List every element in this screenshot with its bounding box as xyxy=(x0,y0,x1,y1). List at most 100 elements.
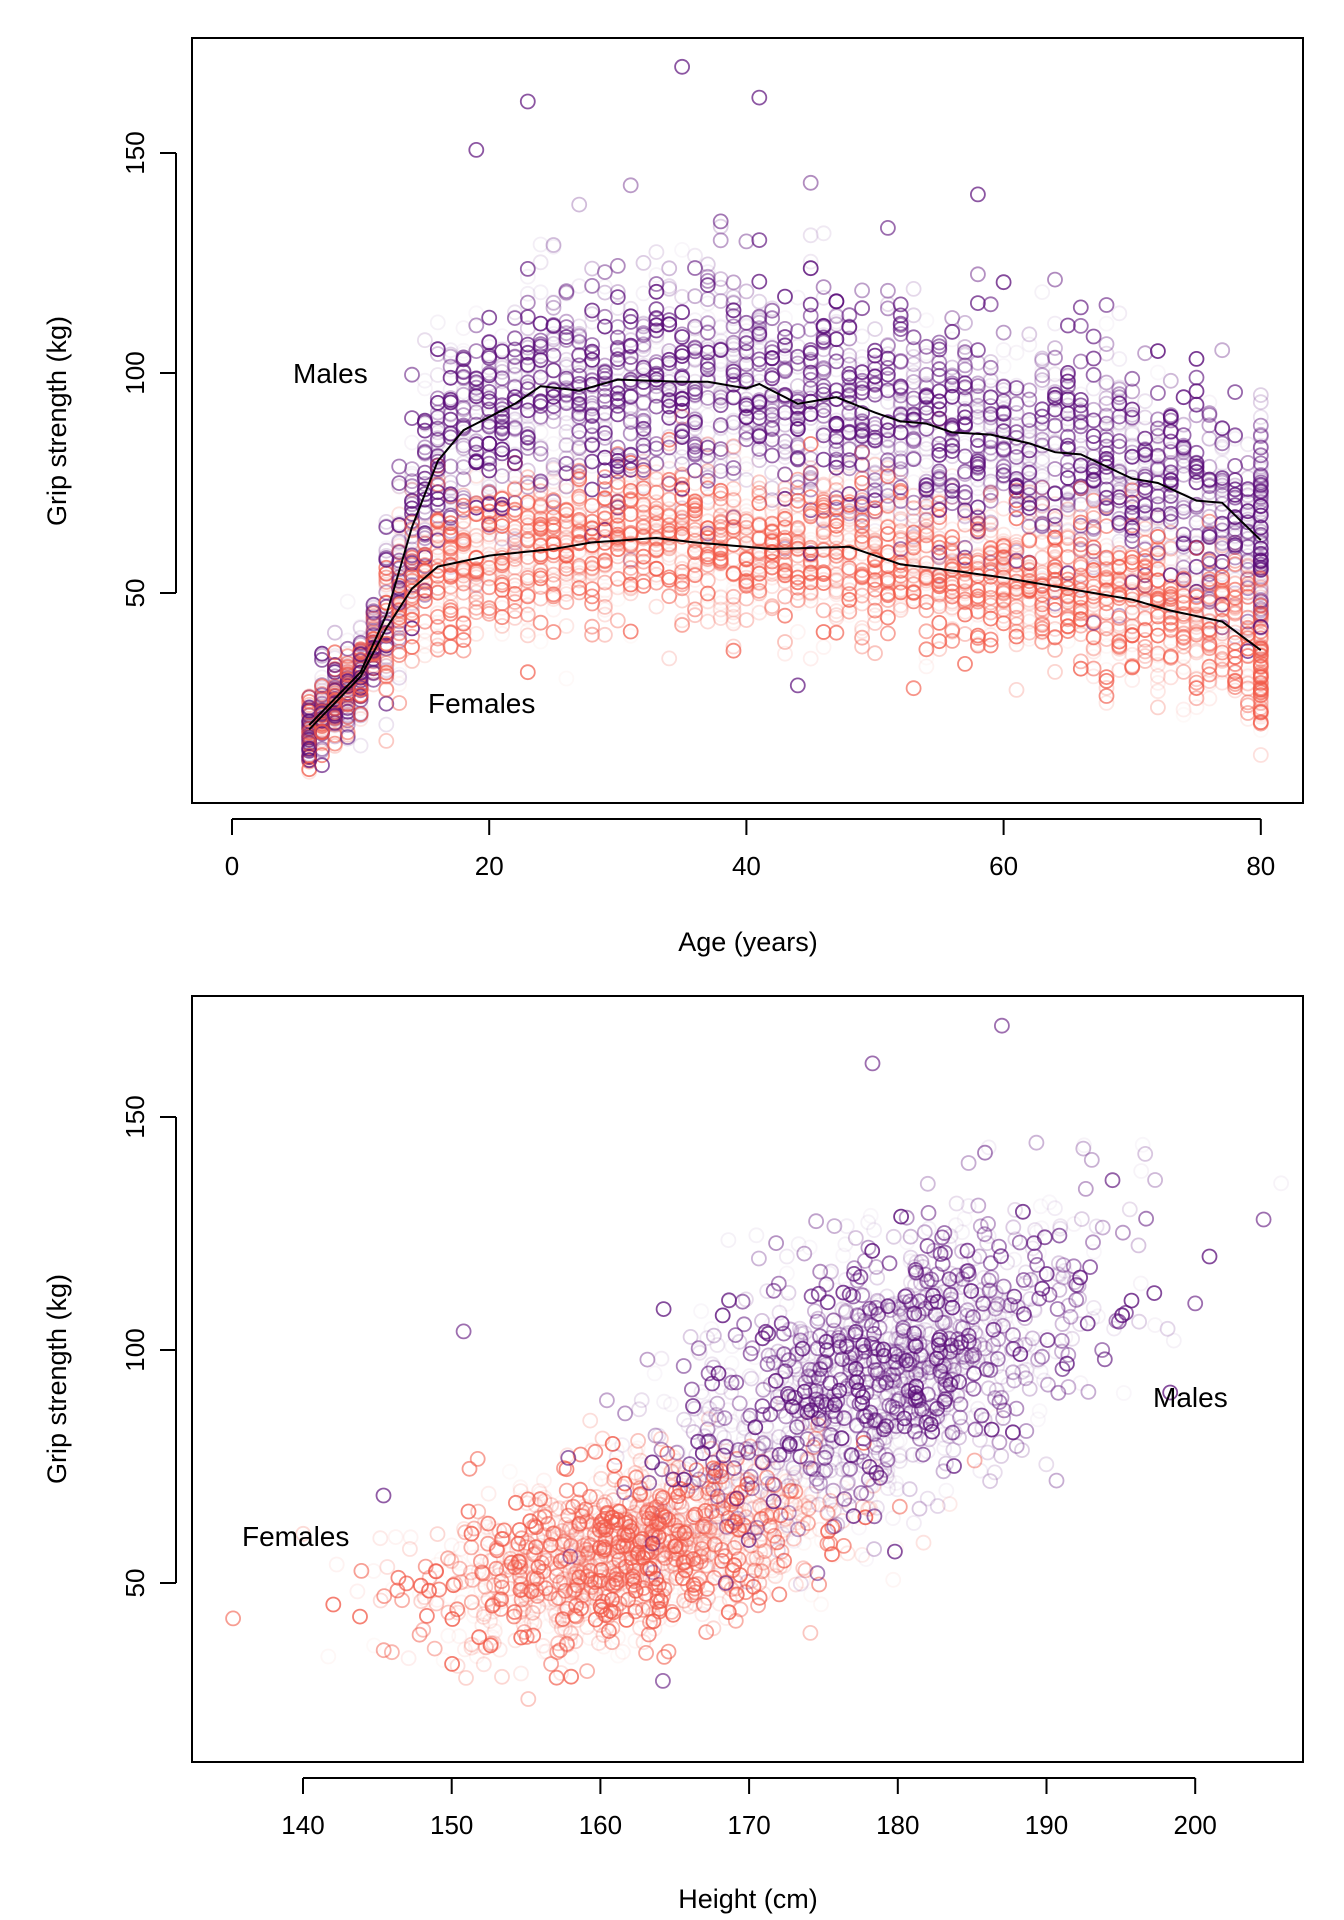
male-point xyxy=(815,451,832,468)
male-point xyxy=(532,332,549,349)
male-point xyxy=(558,329,575,345)
male-point xyxy=(905,280,922,297)
female-point xyxy=(455,614,472,631)
male-point xyxy=(429,463,446,480)
female-point xyxy=(468,537,485,554)
male-point xyxy=(429,453,446,470)
male-point xyxy=(1060,454,1076,471)
male-point xyxy=(635,285,652,302)
male-point xyxy=(571,196,588,213)
male-point xyxy=(545,404,562,421)
female-point xyxy=(481,484,498,501)
male-point xyxy=(545,335,562,352)
female-point xyxy=(365,646,382,663)
male-point xyxy=(481,483,498,500)
female-point xyxy=(391,620,408,637)
male-point xyxy=(416,439,433,456)
male-point xyxy=(597,333,613,350)
male-point xyxy=(339,593,356,610)
female-point xyxy=(416,520,433,537)
male-point xyxy=(468,317,485,334)
male-point xyxy=(481,350,498,366)
female-point xyxy=(481,556,498,572)
male-point xyxy=(481,462,498,479)
male-point xyxy=(674,241,690,258)
male-point xyxy=(507,454,523,471)
male-point xyxy=(571,347,588,364)
male-point xyxy=(558,359,575,375)
male-point xyxy=(751,232,768,249)
male-point xyxy=(455,342,472,359)
female-point xyxy=(854,638,870,655)
male-point xyxy=(661,260,678,277)
male-point xyxy=(507,455,523,472)
male-point xyxy=(442,361,459,378)
male-point xyxy=(378,695,395,712)
female-point xyxy=(429,637,446,654)
male-point xyxy=(378,578,395,595)
female-point xyxy=(777,588,793,605)
male-point xyxy=(1047,349,1063,366)
male-point xyxy=(712,444,729,461)
male-point xyxy=(442,559,459,576)
female-point xyxy=(699,613,716,630)
male-point xyxy=(339,716,356,733)
female-point xyxy=(352,681,369,698)
female-point xyxy=(609,570,626,587)
male-point xyxy=(455,487,472,503)
female-point xyxy=(789,624,806,640)
female-point xyxy=(545,531,562,548)
female-point xyxy=(455,538,472,555)
male-point xyxy=(455,320,472,337)
male-point xyxy=(365,676,382,692)
female-point xyxy=(442,599,459,615)
male-point xyxy=(905,474,922,491)
male-point xyxy=(1021,336,1038,353)
male-point xyxy=(507,531,523,548)
female-point xyxy=(429,558,446,575)
female-point xyxy=(378,681,395,698)
male-point xyxy=(519,344,536,361)
male-point xyxy=(519,321,536,338)
male-point xyxy=(494,441,511,458)
female-point xyxy=(468,590,485,607)
male-point xyxy=(442,405,459,422)
female-point xyxy=(301,724,318,741)
female-point xyxy=(905,680,922,697)
female-point xyxy=(391,478,408,495)
female-point xyxy=(468,527,485,544)
male-point xyxy=(519,479,536,495)
male-point xyxy=(391,666,408,683)
male-point xyxy=(339,712,356,729)
male-point xyxy=(507,366,523,383)
male-point xyxy=(751,293,768,310)
female-point xyxy=(648,598,665,615)
male-point xyxy=(1008,344,1025,361)
male-point xyxy=(507,448,523,465)
female-point xyxy=(802,436,819,452)
female-point xyxy=(1021,628,1038,644)
male-point xyxy=(1175,389,1192,406)
female-point xyxy=(352,706,369,723)
female-point xyxy=(455,513,472,530)
male-point xyxy=(532,348,549,365)
female-point xyxy=(455,487,472,504)
male-point xyxy=(507,421,523,438)
male-point xyxy=(404,366,420,383)
male-point xyxy=(442,394,459,411)
male-point xyxy=(416,372,433,389)
male-point xyxy=(712,232,729,249)
female-point xyxy=(468,590,485,607)
female-point xyxy=(481,475,498,492)
male-point xyxy=(507,419,523,436)
male-point xyxy=(1072,353,1089,370)
female-point xyxy=(661,475,678,492)
male-point xyxy=(545,293,562,310)
male-point xyxy=(738,233,755,250)
male-point xyxy=(584,481,600,498)
female-point xyxy=(481,567,498,583)
female-point xyxy=(468,594,485,611)
female-point xyxy=(545,576,562,592)
male-point xyxy=(995,342,1012,358)
